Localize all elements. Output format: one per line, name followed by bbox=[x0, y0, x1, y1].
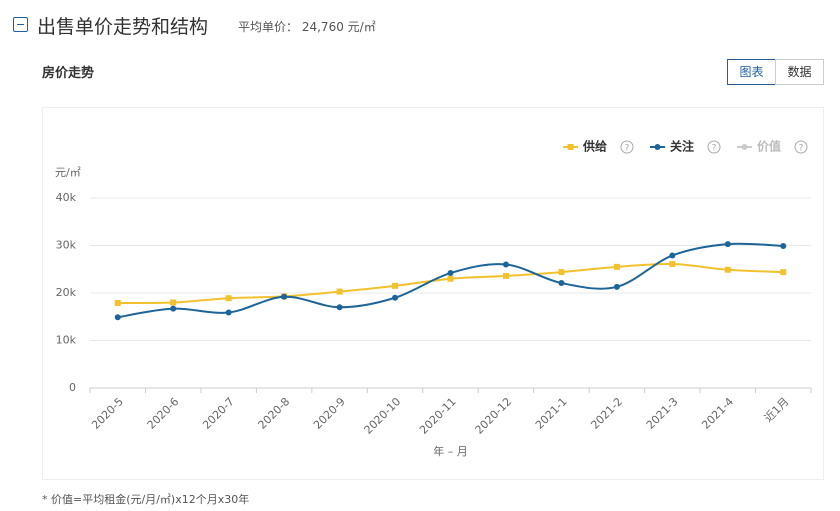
point bbox=[558, 269, 565, 276]
point bbox=[613, 283, 620, 290]
legend-label[interactable]: 关注 bbox=[670, 139, 694, 154]
series-line bbox=[117, 262, 784, 305]
point bbox=[669, 252, 676, 259]
chart-title: 房价走势 bbox=[42, 66, 95, 81]
legend-marker[interactable] bbox=[654, 144, 661, 150]
y-axis-label: 元/㎡ bbox=[55, 166, 81, 179]
point bbox=[336, 304, 343, 311]
tab-data[interactable]: 数据 bbox=[775, 59, 824, 85]
point bbox=[780, 242, 787, 249]
point bbox=[114, 299, 121, 306]
point bbox=[281, 293, 288, 300]
avg-value: 24,760 元/㎡ bbox=[301, 20, 376, 34]
point bbox=[392, 294, 399, 301]
x-tick-label: 2020-7 bbox=[200, 395, 237, 432]
point bbox=[447, 270, 454, 277]
y-tick-label: 40k bbox=[56, 191, 77, 204]
help-icon[interactable] bbox=[707, 140, 721, 154]
x-axis-label: 年 – 月 bbox=[433, 444, 468, 458]
point bbox=[502, 272, 509, 279]
x-tick-label: 2021-2 bbox=[588, 395, 625, 432]
point bbox=[724, 266, 731, 273]
x-tick-label: 2021-1 bbox=[533, 395, 570, 432]
point bbox=[502, 261, 509, 268]
footnote: * 价值=平均租金(元/月/㎡)x12个月x30年 bbox=[42, 493, 250, 506]
x-tick-label: 2021-3 bbox=[644, 395, 681, 432]
average-price: 平均单价： 24,760 元/㎡ bbox=[238, 18, 376, 35]
point bbox=[392, 282, 399, 289]
point bbox=[558, 280, 565, 287]
collapse-icon[interactable] bbox=[13, 17, 28, 32]
point bbox=[613, 263, 620, 270]
avg-label: 平均单价： bbox=[238, 20, 299, 34]
point bbox=[447, 275, 454, 282]
point bbox=[114, 314, 121, 321]
legend-label[interactable]: 价值 bbox=[757, 139, 781, 154]
point bbox=[780, 269, 787, 276]
y-tick-label: 10k bbox=[56, 334, 77, 347]
x-tick-label: 2020-5 bbox=[89, 395, 126, 432]
point bbox=[225, 309, 232, 316]
point bbox=[225, 295, 232, 302]
help-icon-glyph[interactable]: ? bbox=[712, 144, 717, 154]
help-icon[interactable] bbox=[794, 140, 808, 154]
chart-panel bbox=[42, 107, 824, 480]
x-tick-label: 2020-11 bbox=[417, 395, 459, 437]
point bbox=[170, 305, 177, 312]
x-tick-label: 2020-10 bbox=[362, 395, 404, 437]
x-tick-label: 2020-9 bbox=[311, 395, 348, 432]
x-tick-label: 2020-12 bbox=[473, 395, 515, 437]
y-tick-label: 30k bbox=[56, 239, 77, 252]
help-icon-glyph[interactable]: ? bbox=[625, 144, 630, 154]
point bbox=[170, 299, 177, 306]
y-tick-label: 0 bbox=[69, 381, 76, 394]
point bbox=[336, 288, 343, 295]
legend-label[interactable]: 供给 bbox=[582, 139, 607, 154]
help-icon[interactable] bbox=[620, 140, 634, 154]
x-tick-label: 2020-8 bbox=[256, 395, 293, 432]
legend-marker[interactable] bbox=[741, 144, 748, 150]
legend-marker[interactable] bbox=[567, 144, 574, 150]
point bbox=[724, 241, 731, 248]
x-tick-label: 近1月 bbox=[762, 395, 792, 425]
point bbox=[669, 261, 676, 268]
section-header: 出售单价走势和结构 bbox=[37, 16, 209, 38]
x-tick-label: 2021-4 bbox=[699, 395, 736, 432]
x-tick-label: 2020-6 bbox=[145, 395, 182, 432]
help-icon-glyph[interactable]: ? bbox=[799, 144, 804, 154]
tab-chart[interactable]: 图表 bbox=[727, 59, 776, 85]
y-tick-label: 20k bbox=[56, 286, 77, 299]
